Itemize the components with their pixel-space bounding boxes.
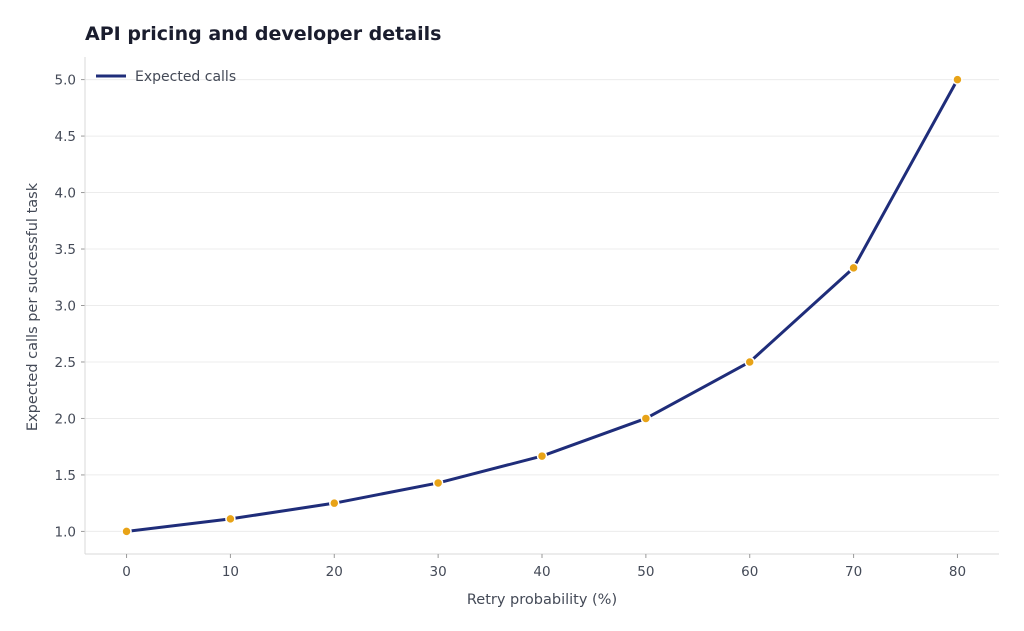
legend-label: Expected calls [135,69,236,85]
y-tick-label: 4.0 [55,186,76,202]
y-tick-label: 2.0 [55,411,76,427]
y-tick-label: 3.5 [55,242,76,258]
y-axis-label: Expected calls per successful task [25,182,41,431]
data-point [121,526,132,537]
y-tick-label: 1.5 [55,468,76,484]
x-tick-label: 40 [533,564,550,580]
x-axis-label: Retry probability (%) [467,592,617,608]
chart-title: API pricing and developer details [85,23,441,45]
y-tick-label: 2.5 [55,355,76,371]
x-tick-label: 80 [949,564,966,580]
x-tick-label: 50 [637,564,654,580]
x-tick-label: 20 [326,564,343,580]
data-point [225,513,236,525]
x-tick-label: 60 [741,564,758,580]
series [121,74,963,537]
y-tick-label: 4.5 [55,129,76,145]
x-tick-label: 70 [845,564,862,580]
data-point [848,262,859,274]
x-tick-label: 10 [222,564,239,580]
data-point [640,413,652,424]
x-tick-label: 0 [122,564,131,580]
axes: 1.0 1.5 2.0 2.5 3.0 3.5 4.0 4.5 5.0 0 10 20 30 40 50 60… [55,57,999,580]
data-point [329,497,340,509]
x-tick-label: 30 [430,564,447,580]
gridlines [85,79,999,532]
y-tick-label: 3.0 [55,299,76,315]
data-point [432,477,444,489]
data-point [952,74,963,85]
y-tick-label: 5.0 [55,73,76,89]
data-point [536,450,548,462]
data-point [744,356,755,368]
y-tick-label: 1.0 [55,524,76,540]
legend: Expected calls [96,69,236,85]
